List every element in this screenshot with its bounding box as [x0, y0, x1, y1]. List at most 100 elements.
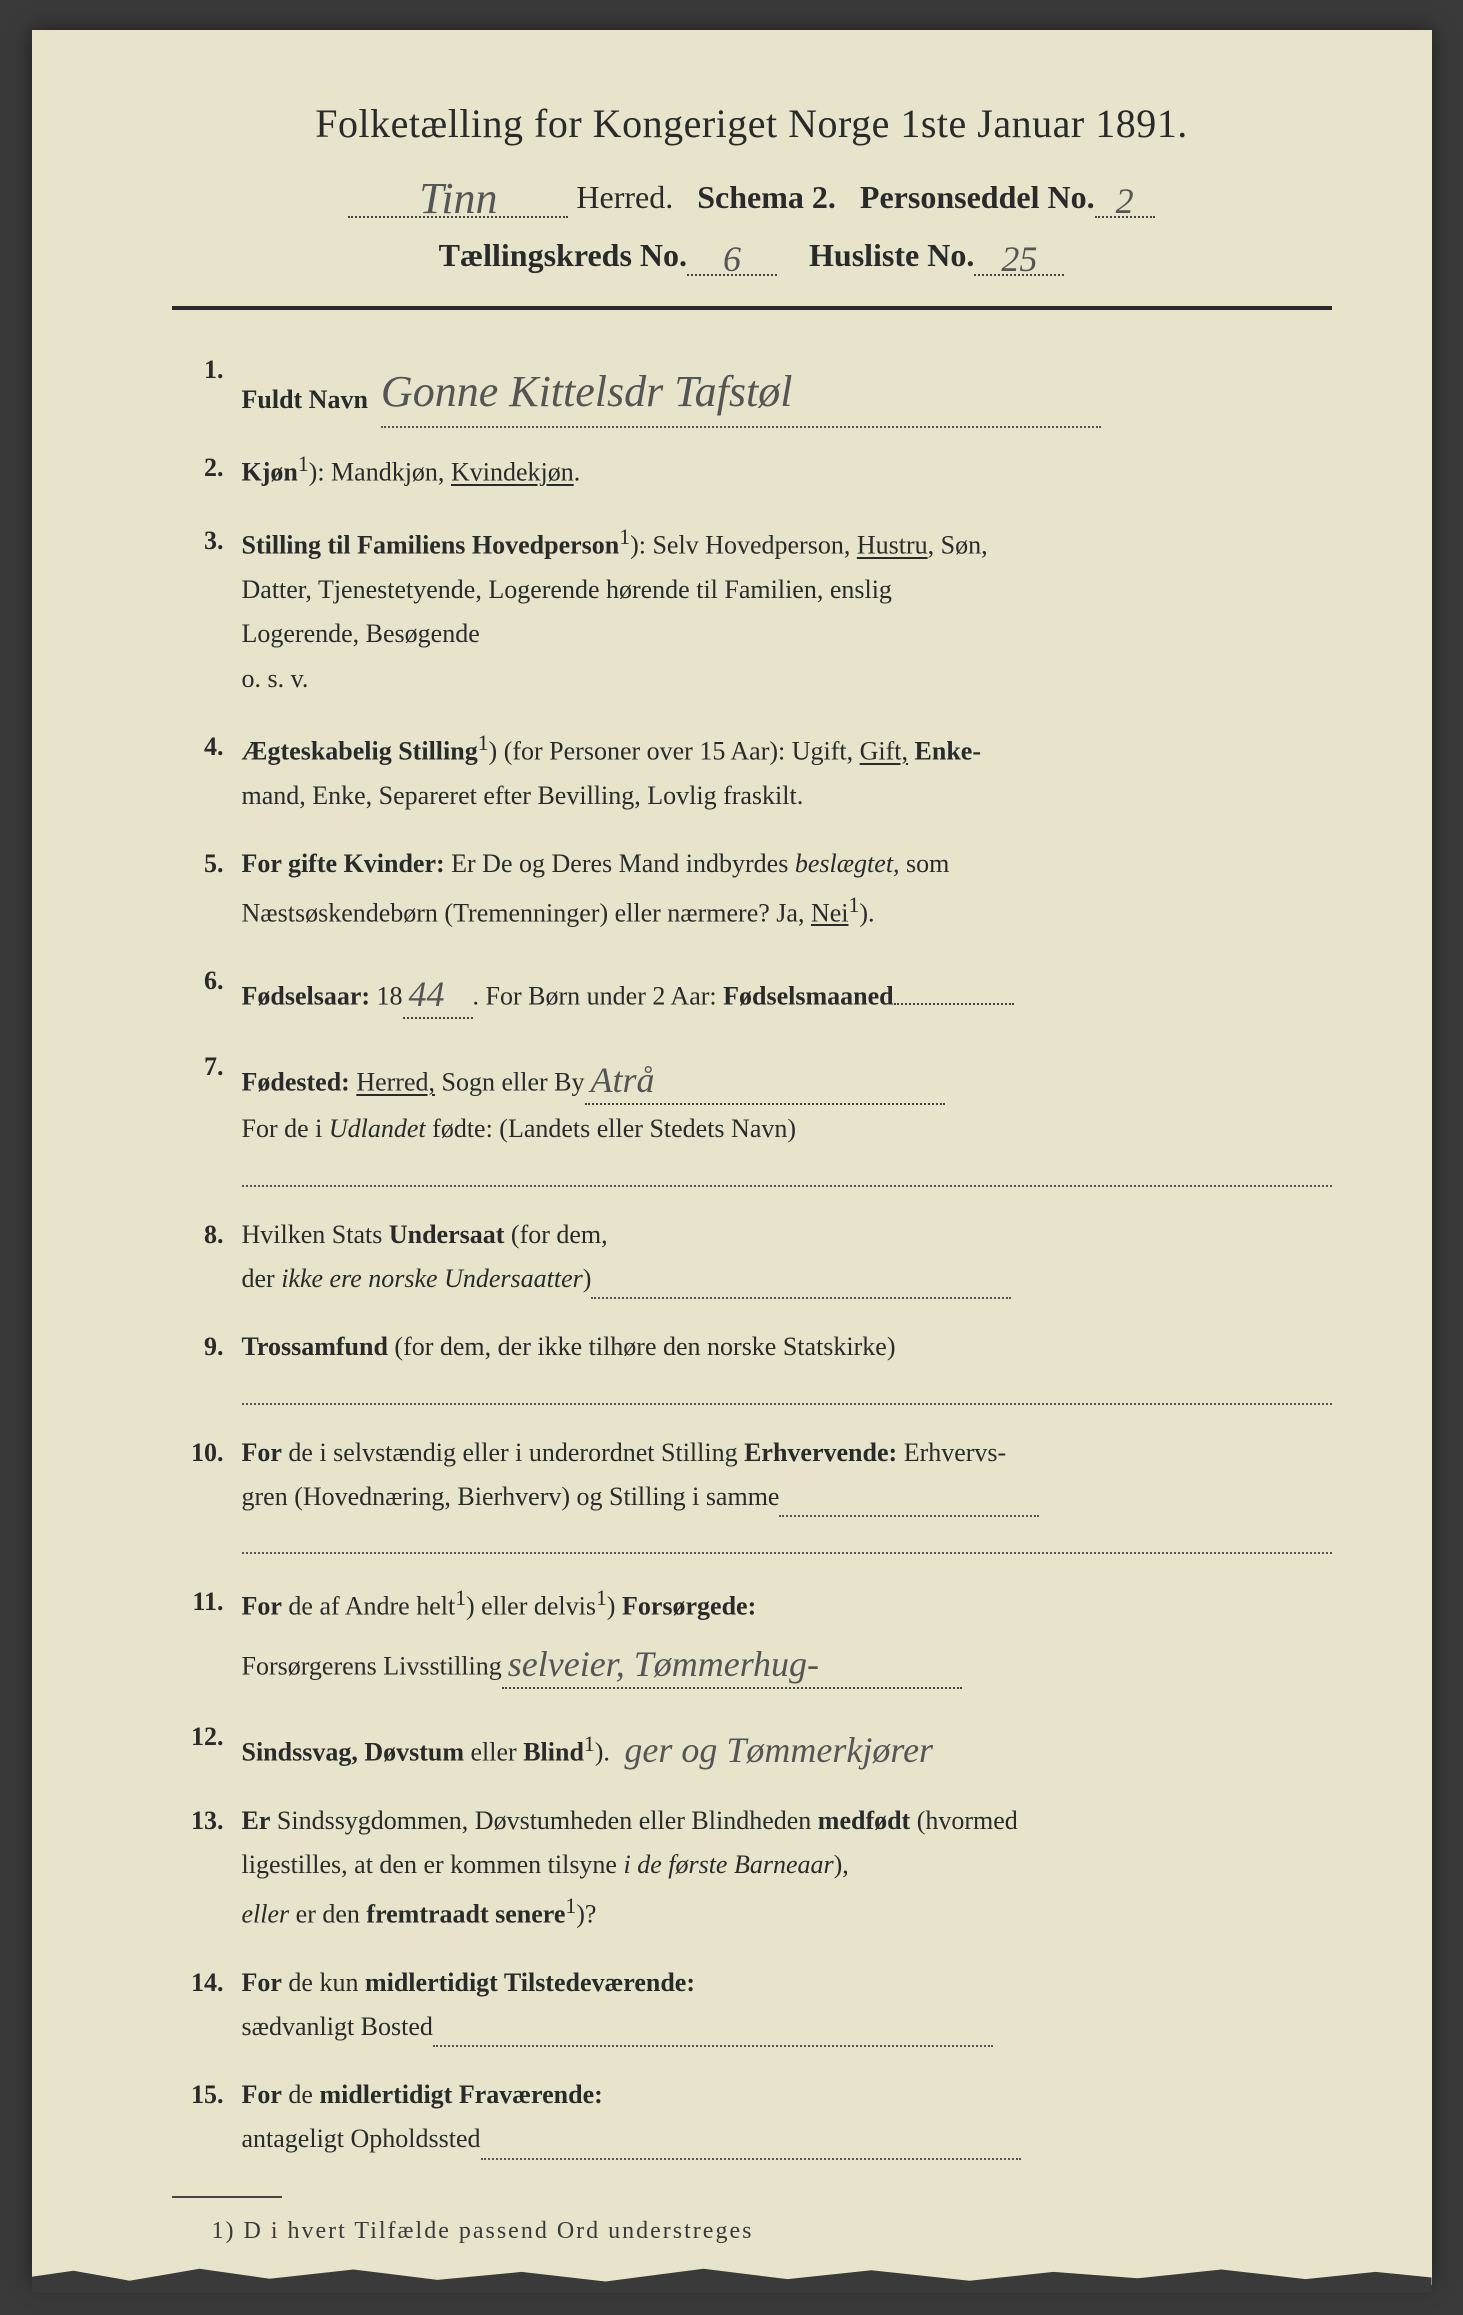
q7-num: 7.: [184, 1047, 242, 1186]
q15-l1c: midlertidigt Fraværende:: [319, 2080, 602, 2109]
q15-l1b: de: [282, 2080, 320, 2109]
q7-place-field: Atrå: [585, 1047, 945, 1105]
q6-label: Fødselsaar:: [242, 982, 371, 1011]
q5-l2b: ).: [859, 898, 874, 927]
herred-value: Tinn: [419, 173, 497, 224]
q11-field: selveier, Tømmerhug-: [502, 1631, 962, 1689]
q13: 13. Er Sindssygdommen, Døvstumheden elle…: [184, 1801, 1332, 1935]
q14: 14. For de kun midlertidigt Tilstedevære…: [184, 1963, 1332, 2048]
q12-plain: eller: [464, 1738, 523, 1767]
q7-label: Fødested:: [242, 1068, 350, 1097]
q4: 4. Ægteskabelig Stilling1) (for Personer…: [184, 727, 1332, 816]
q4-selected: Gift,: [860, 737, 908, 766]
header-line-3: Tællingskreds No.6 Husliste No.25: [172, 232, 1332, 276]
q3-selected: Hustru: [857, 531, 928, 560]
q11: 11. For de af Andre helt1) eller delvis1…: [184, 1582, 1332, 1689]
q8-l2b: ): [583, 1264, 592, 1293]
personseddel-label: Personseddel No.: [860, 179, 1095, 215]
q6-month-field: [894, 1003, 1014, 1005]
q12-sup: 1: [584, 1732, 595, 1756]
q13-l3a: eller: [242, 1899, 290, 1928]
q13-l3b: er den: [289, 1899, 366, 1928]
q2-num: 2.: [184, 448, 242, 493]
q5-selected: Nei: [811, 898, 849, 927]
q3-l1b: , Søn,: [928, 531, 988, 560]
q6-mid: . For Børn under 2 Aar:: [473, 982, 724, 1011]
q5-num: 5.: [184, 844, 242, 933]
q3-num: 3.: [184, 521, 242, 699]
personseddel-field: 2: [1095, 174, 1155, 218]
q15-blank: [481, 2131, 1021, 2160]
q13-l3c: fremtraadt senere: [366, 1899, 565, 1928]
q7-l2b: fødte: (Landets eller Stedets Navn): [426, 1114, 796, 1143]
q2-label: Kjøn: [242, 458, 298, 487]
kreds-label: Tællingskreds No.: [439, 237, 687, 273]
q13-l1c: medfødt: [818, 1806, 910, 1835]
q7-place-value: Atrå: [591, 1053, 655, 1109]
torn-edge: [32, 2253, 1432, 2293]
q13-num: 13.: [184, 1801, 242, 1935]
q11-sup2: 1: [596, 1586, 607, 1610]
q12-num: 12.: [184, 1717, 242, 1773]
q10-blank2: [242, 1523, 1332, 1554]
q6-year-field: 44: [403, 961, 473, 1019]
q3: 3. Stilling til Familiens Hovedperson1):…: [184, 521, 1332, 699]
q10-l1a: For: [242, 1438, 282, 1467]
q6: 6. Fødselsaar: 1844. For Børn under 2 Aa…: [184, 961, 1332, 1019]
q5-sup: 1: [849, 893, 860, 917]
census-form-page: Folketælling for Kongeriget Norge 1ste J…: [32, 30, 1432, 2285]
q3-l3: Logerende, Besøgende: [242, 614, 1332, 654]
q14-l1a: For: [242, 1968, 282, 1997]
q8-l1b: Undersaat: [389, 1220, 505, 1249]
q11-sup1: 1: [455, 1586, 466, 1610]
q3-l2: Datter, Tjenestetyende, Logerende hørend…: [242, 570, 1332, 610]
q12-label: Sindssvag, Døvstum: [242, 1738, 465, 1767]
q4-sup: 1: [478, 731, 489, 755]
q1: 1. Fuldt Navn Gonne Kittelsdr Tafstøl: [184, 350, 1332, 420]
q3-sup: 1: [619, 525, 630, 549]
q11-l2: Forsørgerens Livsstilling: [242, 1652, 502, 1681]
q6-num: 6.: [184, 961, 242, 1019]
q7: 7. Fødested: Herred, Sogn eller ByAtrå F…: [184, 1047, 1332, 1186]
q7-blank-line: [242, 1155, 1332, 1186]
q12: 12. Sindssvag, Døvstum eller Blind1). ge…: [184, 1717, 1332, 1773]
q13-l2i: i de første Barneaar: [623, 1850, 833, 1879]
q9-blank-line: [242, 1373, 1332, 1404]
q9-text: (for dem, der ikke tilhøre den norske St…: [388, 1332, 896, 1361]
q6-year-value: 44: [409, 967, 445, 1023]
header-divider: [172, 306, 1332, 310]
q7-selected: Herred,: [356, 1068, 435, 1097]
q12-end: ).: [595, 1738, 610, 1767]
q8-l1a: Hvilken Stats: [242, 1220, 389, 1249]
q9-label: Trossamfund: [242, 1332, 388, 1361]
q15-num: 15.: [184, 2075, 242, 2160]
q4-num: 4.: [184, 727, 242, 816]
q4-l2: mand, Enke, Separeret efter Bevilling, L…: [242, 776, 1332, 816]
q10-num: 10.: [184, 1433, 242, 1555]
q11-l1c: ) eller delvis: [466, 1592, 596, 1621]
q13-l1b: Sindssygdommen, Døvstumheden eller Blind…: [270, 1806, 817, 1835]
q14-l1b: de kun: [282, 1968, 365, 1997]
q7-l2a: For de i: [242, 1114, 329, 1143]
q5-l1: Er De og Deres Mand indbyrdes: [445, 849, 795, 878]
q4-l1a: ) (for Personer over 15 Aar): Ugift,: [489, 737, 860, 766]
q2-selected: Kvindekjøn: [451, 458, 574, 487]
husliste-field: 25: [974, 232, 1064, 276]
q8-l2i: ikke ere norske Undersaatter: [281, 1264, 583, 1293]
q8-l1c: (for dem,: [504, 1220, 607, 1249]
q5-label: For gifte Kvinder:: [242, 849, 445, 878]
q6-year-prefix: 18: [377, 982, 403, 1011]
q13-l2b: ),: [834, 1850, 849, 1879]
q2-text: ): Mandkjøn,: [309, 458, 451, 487]
q2-sup: 1: [298, 452, 309, 476]
q13-l3d: )?: [576, 1899, 596, 1928]
q13-l2a: ligestilles, at den er kommen tilsyne: [242, 1850, 624, 1879]
q14-num: 14.: [184, 1963, 242, 2048]
q15-l1a: For: [242, 2080, 282, 2109]
q1-label: Fuldt Navn: [242, 385, 368, 414]
personseddel-value: 2: [1116, 180, 1134, 222]
q15: 15. For de midlertidigt Fraværende: anta…: [184, 2075, 1332, 2160]
q11-value: selveier, Tømmerhug-: [508, 1637, 819, 1693]
q10-l1c: Erhvervende:: [744, 1438, 897, 1467]
q8: 8. Hvilken Stats Undersaat (for dem, der…: [184, 1215, 1332, 1300]
